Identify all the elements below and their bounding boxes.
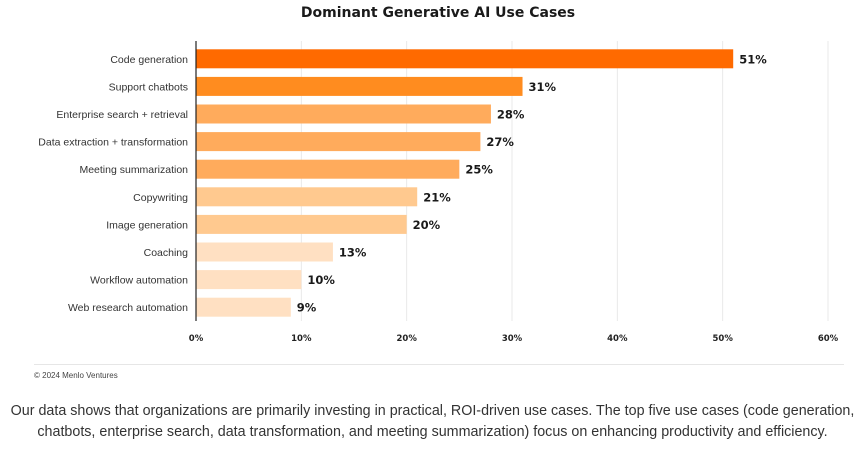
category-label: Code generation [110, 54, 188, 66]
value-label: 21% [423, 190, 451, 204]
bar [196, 242, 333, 262]
category-label: Workflow automation [90, 275, 188, 287]
bar [196, 297, 291, 317]
chart-title: Dominant Generative AI Use Cases [301, 5, 575, 21]
bar [196, 159, 460, 179]
bar [196, 104, 491, 124]
value-labels: 51% 31% 28% 27% 25% 21% 20% 13% 10% 9% [297, 52, 767, 314]
value-label: 13% [339, 246, 367, 260]
value-label: 51% [739, 52, 767, 66]
copyright-credit: © 2024 Menlo Ventures [34, 371, 118, 380]
bar [196, 49, 734, 69]
x-tick-label: 60% [818, 334, 839, 344]
x-tick-label: 30% [502, 334, 523, 344]
value-label: 28% [497, 108, 525, 122]
bar [196, 214, 407, 234]
category-labels: Code generation Support chatbots Enterpris… [38, 54, 188, 314]
x-tick-label: 50% [712, 334, 733, 344]
x-tick-label: 0% [189, 334, 204, 344]
separator [34, 364, 844, 365]
category-label: Coaching [144, 247, 189, 259]
caption-text: Our data shows that organizations are pr… [10, 403, 855, 440]
category-label: Support chatbots [109, 81, 188, 93]
bar [196, 132, 481, 152]
category-label: Copywriting [133, 192, 188, 204]
category-label: Data extraction + transformation [38, 137, 188, 149]
value-label: 9% [297, 301, 317, 315]
category-label: Image generation [106, 219, 188, 231]
category-label: Enterprise search + retrieval [56, 109, 188, 121]
value-label: 31% [529, 80, 557, 94]
bar [196, 76, 523, 96]
x-tick-label: 40% [607, 334, 628, 344]
bar [196, 187, 418, 207]
value-label: 20% [413, 218, 441, 232]
bars [196, 49, 734, 317]
x-tick-label: 20% [396, 334, 417, 344]
bar [196, 270, 302, 290]
value-label: 10% [307, 273, 335, 287]
value-label: 25% [465, 163, 493, 177]
bar-chart: Dominant Generative AI Use Cases Code ge… [38, 5, 839, 344]
category-label: Web research automation [68, 302, 188, 314]
category-label: Meeting summarization [79, 164, 188, 176]
x-tick-label: 10% [291, 334, 312, 344]
value-label: 27% [486, 135, 514, 149]
x-axis-ticks: 0% 10% 20% 30% 40% 50% 60% [189, 334, 839, 344]
